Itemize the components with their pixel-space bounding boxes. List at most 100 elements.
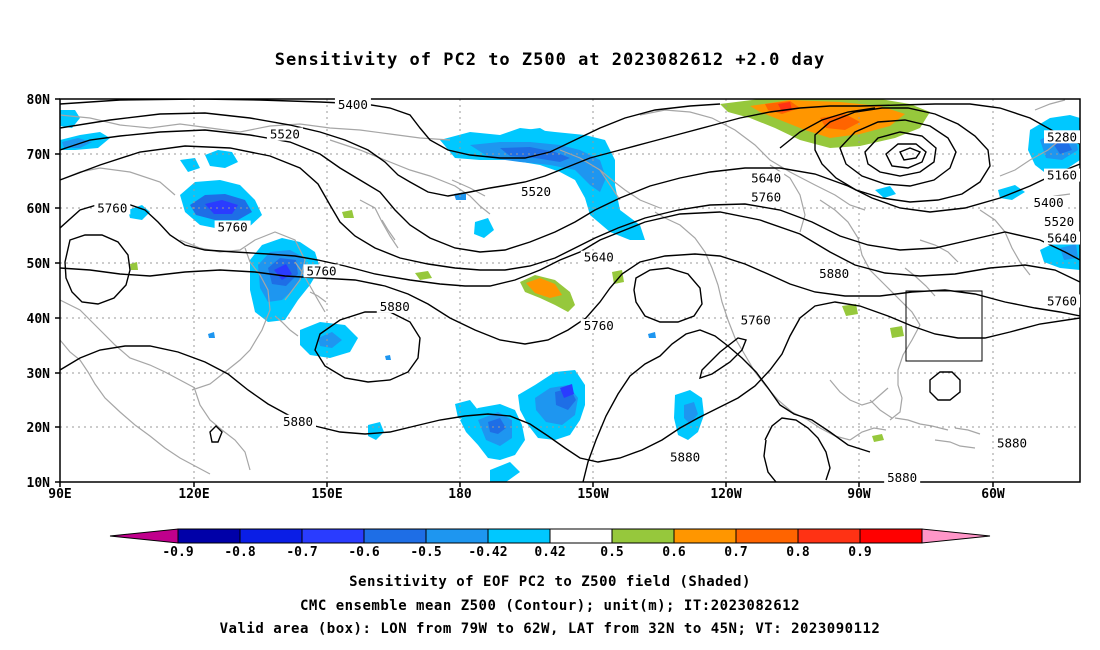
- colorbar-swatch: [239, 528, 303, 544]
- caption-contour: CMC ensemble mean Z500 (Contour); unit(m…: [299, 598, 800, 614]
- contour-label: 5640: [584, 250, 614, 265]
- caption-shaded: Sensitivity of EOF PC2 to Z500 field (Sh…: [349, 574, 751, 590]
- colorbar-label: -0.5: [410, 545, 441, 560]
- colorbar-swatch: [425, 528, 489, 544]
- contour-label: 5400: [1034, 195, 1064, 210]
- contour-label-bg: [1044, 130, 1080, 144]
- contour-label: 5400: [338, 97, 368, 112]
- contour-label: 5760: [306, 263, 336, 278]
- contour-label: 5760: [751, 189, 781, 204]
- colorbar-label: 0.7: [724, 545, 747, 560]
- contour-label-bg: [580, 250, 617, 264]
- lon-label: 90W: [847, 487, 871, 502]
- lat-label: 40N: [27, 312, 51, 327]
- contour-label: 5880: [819, 266, 849, 281]
- contour-label: 5760: [218, 220, 248, 235]
- contour-label: 5880: [997, 436, 1027, 451]
- colorbar-label: -0.8: [224, 545, 255, 560]
- colorbar-swatch: [611, 528, 675, 544]
- map-title: Sensitivity of PC2 to Z500 at 2023082612…: [274, 50, 826, 70]
- contour-label-bg: [280, 414, 316, 428]
- contour-label: 5640: [751, 170, 781, 185]
- colorbar: -0.9 -0.8 -0.7 -0.6 -0.5 -0.42 0.42 0.5 0.6 0.7 0.…: [109, 528, 991, 560]
- colorbar-swatch: [487, 528, 551, 544]
- colorbar-high-arrow: [921, 528, 991, 544]
- colorbar-swatch: [301, 528, 365, 544]
- contour-label: 5520: [521, 184, 551, 199]
- colorbar-label: -0.6: [348, 545, 379, 560]
- contour-label: 5880: [380, 299, 410, 314]
- colorbar-swatch: [859, 528, 923, 544]
- lon-label: 150E: [311, 487, 342, 502]
- contour-label-bg: [518, 185, 554, 199]
- colorbar-low-arrow: [109, 528, 179, 544]
- lat-label: 10N: [27, 476, 51, 491]
- colorbar-label: 0.8: [786, 545, 810, 560]
- colorbar-label: 0.5: [600, 545, 623, 560]
- contour-label-bg: [994, 436, 1030, 450]
- lat-label: 80N: [27, 93, 51, 108]
- colorbar-swatch: [363, 528, 427, 544]
- contour-label: 5760: [97, 200, 127, 215]
- contour-label: 5760: [1047, 293, 1077, 308]
- contour-label: 5160: [1047, 168, 1077, 183]
- lon-label: 120E: [178, 487, 209, 502]
- colorbar-swatch: [177, 528, 241, 544]
- lat-labels: 80N 70N 60N 50N 40N 30N 20N 10N: [27, 93, 51, 491]
- contour-labels: 5400 5520 5520 5760 5760 5760 5880 5880 5640 5760…: [94, 97, 1080, 485]
- sensitivity-shading: [60, 99, 1080, 482]
- lon-label: 150W: [577, 487, 608, 502]
- contour-label-bg: [737, 313, 774, 327]
- contour-label: 5760: [741, 313, 771, 328]
- contour-label-bg: [94, 201, 131, 215]
- lon-label: 90E: [48, 487, 71, 502]
- contour-label-bg: [748, 190, 785, 204]
- lon-label: 180: [448, 487, 472, 502]
- contour-label: 5280: [1047, 129, 1077, 144]
- colorbar-swatch: [549, 528, 613, 544]
- contour-label-bg: [1030, 195, 1067, 209]
- lat-label: 60N: [27, 202, 51, 217]
- colorbar-label: -0.42: [468, 545, 507, 560]
- lat-label: 70N: [27, 148, 51, 163]
- lon-labels: 90E 120E 150E 180 150W 120W 90W 60W: [48, 487, 1005, 502]
- valid-area-box: [905, 290, 983, 362]
- lon-label: 120W: [710, 487, 741, 502]
- lon-label: 60W: [981, 487, 1005, 502]
- colorbar-label: -0.7: [286, 545, 317, 560]
- colorbar-label: 0.9: [848, 545, 871, 560]
- colorbar-swatch: [673, 528, 737, 544]
- contour-label-bg: [214, 220, 251, 234]
- colorbar-swatch: [797, 528, 861, 544]
- contour-label: 5880: [887, 470, 917, 485]
- plot-area: [60, 99, 1080, 482]
- contour-label-bg: [748, 171, 785, 185]
- contour-label-bg: [303, 264, 340, 278]
- contour-label: 5520: [270, 127, 300, 142]
- z500-contours: [60, 99, 1080, 482]
- contour-label-bg: [1041, 215, 1078, 229]
- colorbar-label: 0.42: [534, 545, 565, 560]
- lat-label: 50N: [27, 257, 51, 272]
- plot-frame: [59, 98, 1081, 483]
- contour-label: 5760: [584, 318, 614, 333]
- contour-label-bg: [1044, 168, 1080, 182]
- lat-label: 20N: [27, 421, 51, 436]
- tick-marks: [55, 98, 994, 487]
- contour-label-bg: [580, 319, 617, 333]
- colorbar-swatch: [735, 528, 799, 544]
- contour-label-bg: [667, 450, 704, 464]
- contour-label: 5520: [1044, 214, 1074, 229]
- contour-label-bg: [1044, 294, 1080, 308]
- caption-valid-area: Valid area (box): LON from 79W to 62W, L…: [219, 621, 881, 637]
- contour-label-bg: [884, 471, 921, 484]
- contour-label: 5880: [670, 449, 700, 464]
- contour-label: 5880: [283, 414, 313, 429]
- contour-label-bg: [1044, 231, 1080, 245]
- contour-label-bg: [334, 98, 371, 111]
- lat-label: 30N: [27, 367, 51, 382]
- contour-label: 5640: [1047, 231, 1077, 246]
- contour-label-bg: [816, 267, 853, 281]
- contour-label-bg: [266, 127, 303, 141]
